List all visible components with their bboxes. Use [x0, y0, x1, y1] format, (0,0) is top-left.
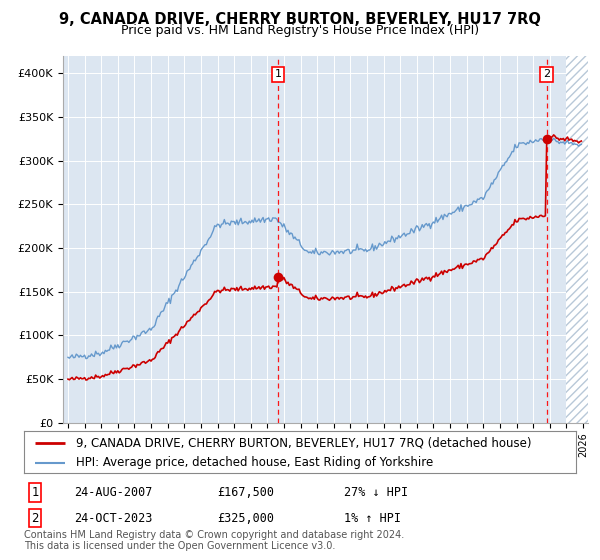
Bar	[566, 56, 592, 423]
Text: Price paid vs. HM Land Registry's House Price Index (HPI): Price paid vs. HM Land Registry's House …	[121, 24, 479, 36]
Text: 1% ↑ HPI: 1% ↑ HPI	[344, 512, 401, 525]
Text: 9, CANADA DRIVE, CHERRY BURTON, BEVERLEY, HU17 7RQ: 9, CANADA DRIVE, CHERRY BURTON, BEVERLEY…	[59, 12, 541, 27]
Text: 27% ↓ HPI: 27% ↓ HPI	[344, 486, 408, 499]
Text: 9, CANADA DRIVE, CHERRY BURTON, BEVERLEY, HU17 7RQ (detached house): 9, CANADA DRIVE, CHERRY BURTON, BEVERLEY…	[76, 436, 532, 450]
Text: £167,500: £167,500	[217, 486, 274, 499]
Text: HPI: Average price, detached house, East Riding of Yorkshire: HPI: Average price, detached house, East…	[76, 456, 434, 469]
Text: Contains HM Land Registry data © Crown copyright and database right 2024.
This d: Contains HM Land Registry data © Crown c…	[24, 530, 404, 552]
Text: 2: 2	[31, 512, 39, 525]
Text: 24-OCT-2023: 24-OCT-2023	[74, 512, 152, 525]
Text: 1: 1	[275, 69, 281, 80]
Text: £325,000: £325,000	[217, 512, 274, 525]
Text: 24-AUG-2007: 24-AUG-2007	[74, 486, 152, 499]
Text: 2: 2	[543, 69, 550, 80]
Text: 1: 1	[31, 486, 39, 499]
